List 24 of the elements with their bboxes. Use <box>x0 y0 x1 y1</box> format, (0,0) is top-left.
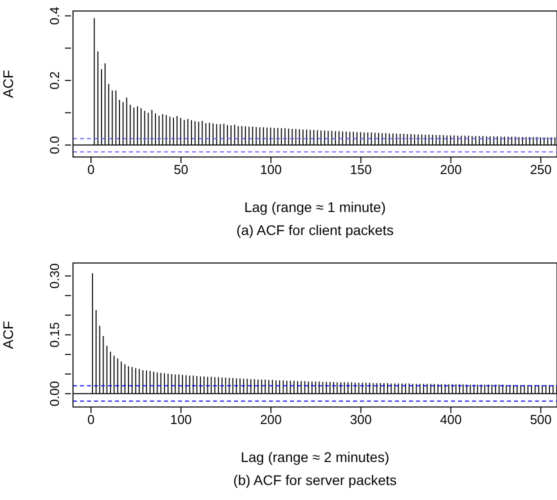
x-tick-label: 500 <box>530 412 552 428</box>
x-tick-label: 100 <box>260 162 282 178</box>
y-tick-label: 0.2 <box>47 71 62 90</box>
x-tick-label: 200 <box>260 412 282 428</box>
text: (a) ACF for client packets <box>235 222 395 238</box>
x-tick-label: 300 <box>350 412 372 428</box>
x-axis-title: Lag (range ≈ 2 minutes) <box>240 449 390 465</box>
y-tick-label: 0.4 <box>47 6 62 25</box>
y-axis-title: ACF <box>0 321 16 349</box>
y-tick-label: 0.0 <box>47 136 62 154</box>
x-tick-label: 150 <box>350 162 372 178</box>
x-tick-label: 400 <box>440 412 462 428</box>
x-tick-label: 250 <box>530 162 552 178</box>
x-tick-label: 100 <box>170 412 192 428</box>
x-tick-label: 0 <box>87 412 95 428</box>
x-tick-label: 0 <box>87 162 95 178</box>
y-tick-label: 0.30 <box>47 263 62 289</box>
text: (b) ACF for server packets <box>232 472 398 488</box>
x-tick-label: 200 <box>440 162 462 178</box>
x-axis-title: Lag (range ≈ 1 minute) <box>243 199 387 215</box>
y-tick-label: 0.15 <box>47 322 62 348</box>
x-tick-label: 50 <box>174 162 188 178</box>
y-tick-label: 0.00 <box>47 381 62 406</box>
y-axis-title: ACF <box>0 70 16 98</box>
